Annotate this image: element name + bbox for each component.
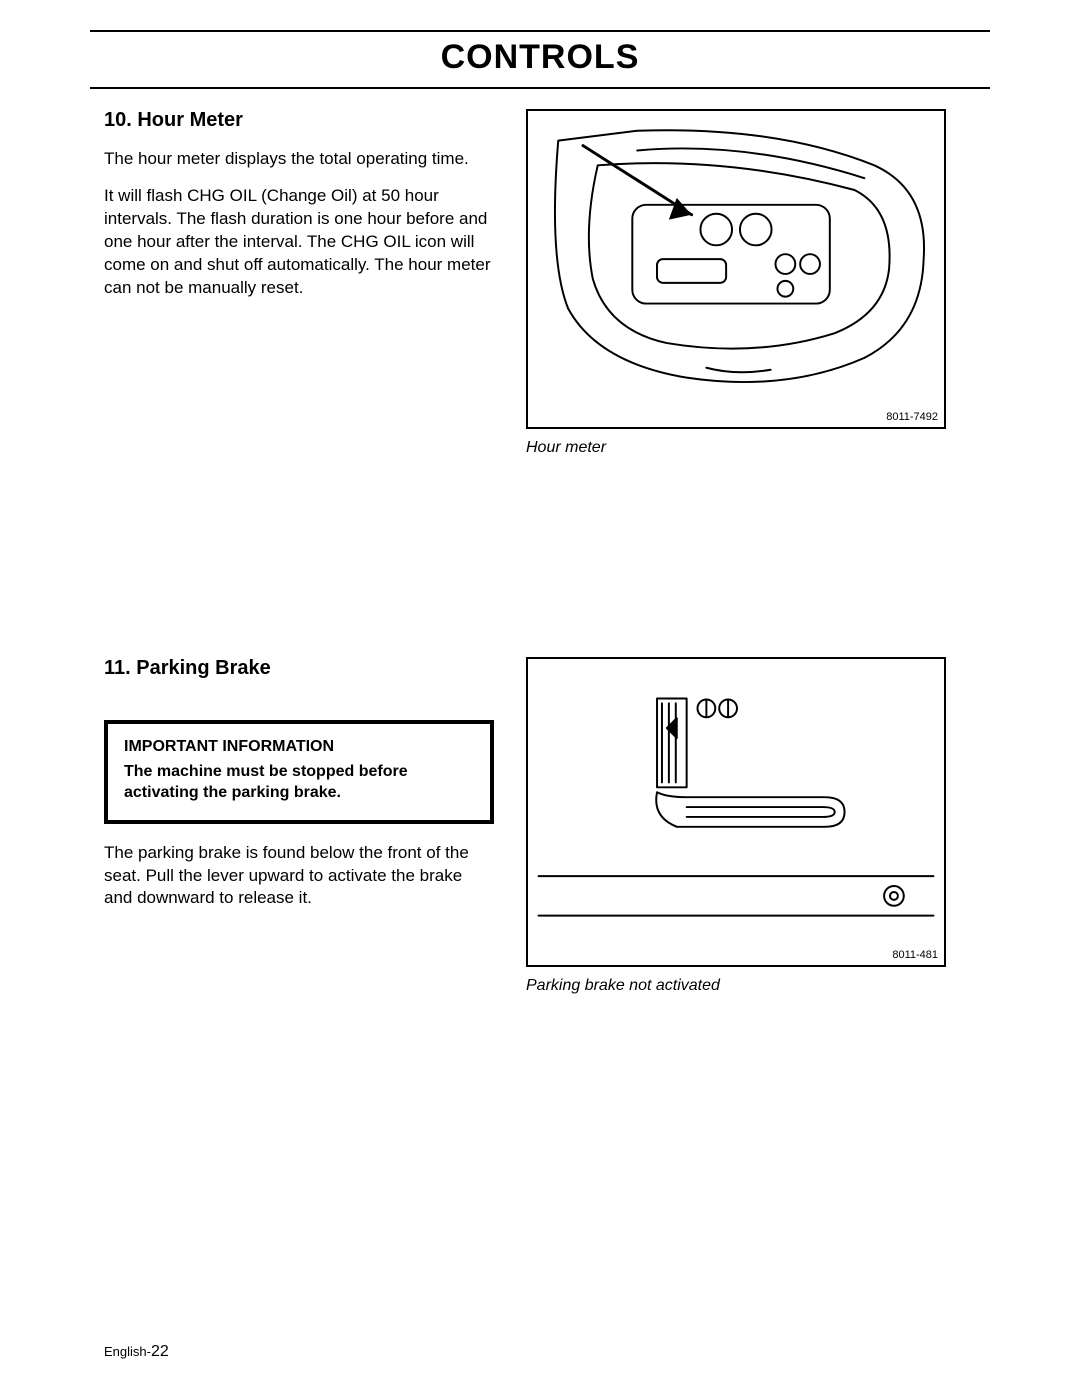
section-hour-meter: 10. Hour Meter The hour meter displays t… (104, 109, 976, 457)
parking-brake-figure: 8011-481 (526, 657, 946, 967)
section-parking-brake: 11. Parking Brake IMPORTANT INFORMATION … (104, 657, 976, 995)
important-information-title: IMPORTANT INFORMATION (124, 738, 474, 756)
hour-meter-figure: 8011-7492 (526, 109, 946, 429)
figure-1-caption: Hour meter (526, 439, 946, 457)
section-10-figure-column: 8011-7492 Hour meter (526, 109, 946, 457)
figure-2-number: 8011-481 (892, 949, 938, 961)
section-10-text-column: 10. Hour Meter The hour meter displays t… (104, 109, 494, 314)
section-11-text-column: 11. Parking Brake IMPORTANT INFORMATION … (104, 657, 494, 924)
section-11-figure-column: 8011-481 Parking brake not activated (526, 657, 946, 995)
footer-page-number: 22 (151, 1343, 169, 1360)
important-information-text: The machine must be stopped before activ… (124, 762, 474, 804)
page-title-bar: CONTROLS (90, 30, 990, 89)
section-10-para-1: The hour meter displays the total operat… (104, 148, 494, 171)
figure-1-number: 8011-7492 (886, 411, 938, 423)
footer-language: English- (104, 1344, 151, 1359)
section-10-heading: 10. Hour Meter (104, 109, 494, 132)
important-information-box: IMPORTANT INFORMATION The machine must b… (104, 720, 494, 824)
section-11-para-1: The parking brake is found below the fro… (104, 842, 494, 911)
parking-brake-illustration (528, 659, 944, 965)
hour-meter-illustration (528, 111, 944, 427)
page-title: CONTROLS (90, 38, 990, 77)
content-area: 10. Hour Meter The hour meter displays t… (90, 109, 990, 995)
figure-2-caption: Parking brake not activated (526, 977, 946, 995)
page-footer: English-22 (104, 1343, 169, 1361)
section-11-heading: 11. Parking Brake (104, 657, 494, 680)
section-10-para-2: It will flash CHG OIL (Change Oil) at 50… (104, 185, 494, 300)
